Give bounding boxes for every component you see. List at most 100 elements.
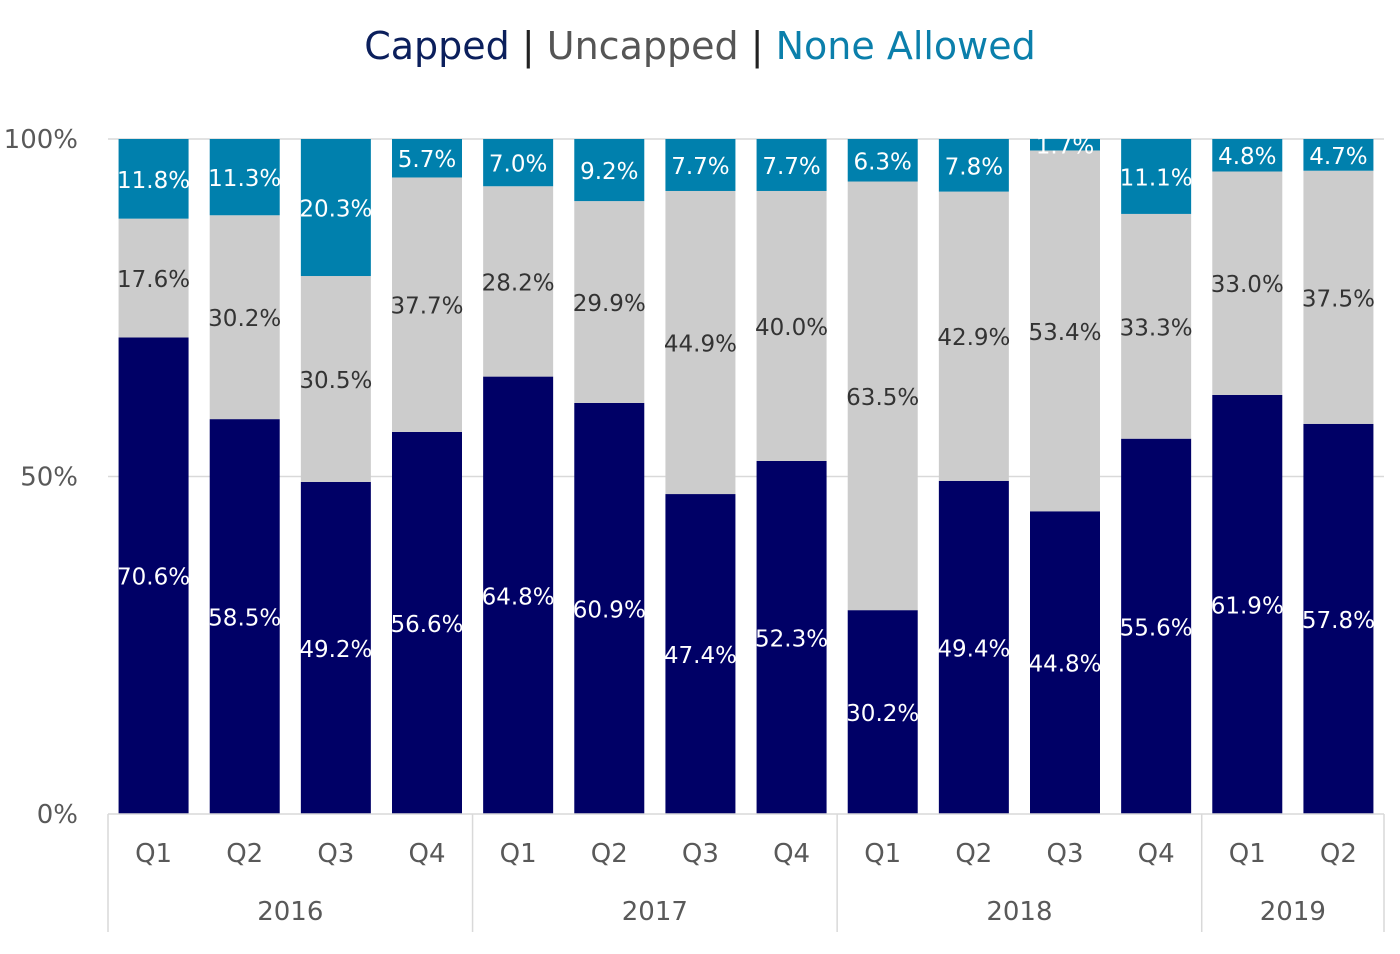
bar-none-allowed [300,139,371,277]
x-tick-label: Q2 [1320,839,1357,869]
bar-none-allowed [209,139,280,216]
bar-uncapped [1030,150,1100,512]
bar-none-allowed [1030,139,1100,151]
bar-none-allowed [665,139,736,191]
bar-uncapped [209,215,280,420]
bar-capped [300,481,371,814]
data-label: 37.5% [1302,286,1375,312]
data-label: 37.7% [390,294,463,320]
title-separator: | [521,24,535,68]
x-tick-label: Q4 [1138,839,1175,869]
data-label: 11.1% [1120,165,1193,191]
bar-capped [847,610,918,814]
x-tick-label: Q4 [408,839,445,869]
data-label: 61.9% [1211,593,1284,619]
x-tick-label: Q3 [317,839,354,869]
data-label: 33.0% [1211,272,1284,298]
group-label: 2016 [257,897,323,927]
title-separator: | [750,24,764,68]
data-label: 33.3% [1120,315,1193,341]
data-label: 56.6% [390,612,463,638]
data-label: 30.5% [299,368,372,394]
data-label: 52.3% [755,626,828,652]
data-label: 9.2% [580,159,638,185]
x-tick-label: Q1 [1229,839,1266,869]
bar-capped [1030,511,1100,814]
x-tick-label: Q2 [955,839,992,869]
bar-uncapped [574,201,645,403]
bar-capped [574,402,645,814]
bar-uncapped [756,190,827,461]
title-part-uncapped: Uncapped [546,24,739,68]
bar-capped [209,419,280,814]
bar-none-allowed [118,139,189,219]
data-label: 49.2% [299,637,372,663]
bar-capped [938,480,1009,814]
data-label: 29.9% [573,291,646,317]
x-tick-label: Q4 [773,839,810,869]
x-tick-label: Q1 [135,839,172,869]
data-label: 58.5% [208,606,281,632]
bar-capped [1303,423,1374,814]
data-label: 30.2% [846,701,919,727]
data-label: 64.8% [482,584,555,610]
bar-uncapped [847,181,918,611]
bar-capped [1212,394,1283,814]
data-label: 44.9% [664,332,737,358]
bar-none-allowed [1212,139,1283,172]
bar-uncapped [1212,171,1283,395]
data-label: 11.8% [117,168,190,194]
bar-none-allowed [756,139,827,191]
title-part-none-allowed: None Allowed [775,24,1036,68]
bar-capped [756,460,827,814]
bar-capped [118,337,189,814]
x-tick-label: Q1 [864,839,901,869]
data-label: 7.7% [762,154,820,180]
data-label: 60.9% [573,597,646,623]
data-label: 11.3% [208,166,281,192]
bar-capped [1121,438,1192,814]
bar-none-allowed [847,139,918,182]
data-label: 20.3% [299,197,372,223]
data-label: 55.6% [1120,615,1193,641]
y-tick-label: 100% [4,125,78,155]
x-tick-label: Q3 [682,839,719,869]
data-label: 42.9% [937,325,1010,351]
data-label: 28.2% [482,270,555,296]
data-label: 30.2% [208,306,281,332]
group-label: 2018 [986,897,1052,927]
bar-uncapped [1121,213,1192,439]
data-label: 57.8% [1302,608,1375,634]
chart-title: Capped | Uncapped | None Allowed [0,24,1400,68]
bar-capped [392,431,462,814]
bar-none-allowed [392,139,462,178]
bar-uncapped [118,218,189,338]
title-part-capped: Capped [364,24,510,68]
bar-uncapped [483,186,554,377]
data-label: 1.7% [1036,134,1094,160]
data-label: 6.3% [853,149,911,175]
x-tick-label: Q3 [1046,839,1083,869]
data-label: 63.5% [846,385,919,411]
data-label: 5.7% [398,147,456,173]
data-label: 4.8% [1218,144,1276,170]
data-label: 4.7% [1309,144,1367,170]
bar-none-allowed [1303,139,1374,171]
bar-none-allowed [574,139,645,202]
data-label: 7.8% [945,154,1003,180]
bar-uncapped [938,191,1009,481]
y-tick-label: 0% [37,800,78,830]
bar-none-allowed [1121,139,1192,214]
data-label: 70.6% [117,565,190,591]
data-label: 40.0% [755,315,828,341]
bar-none-allowed [938,139,1009,192]
bar-uncapped [1303,170,1374,424]
data-label: 17.6% [117,267,190,293]
data-label: 53.4% [1028,320,1101,346]
data-label: 47.4% [664,643,737,669]
y-tick-label: 50% [20,463,78,493]
data-label: 44.8% [1028,652,1101,678]
bar-capped [665,494,736,814]
group-label: 2017 [622,897,688,927]
